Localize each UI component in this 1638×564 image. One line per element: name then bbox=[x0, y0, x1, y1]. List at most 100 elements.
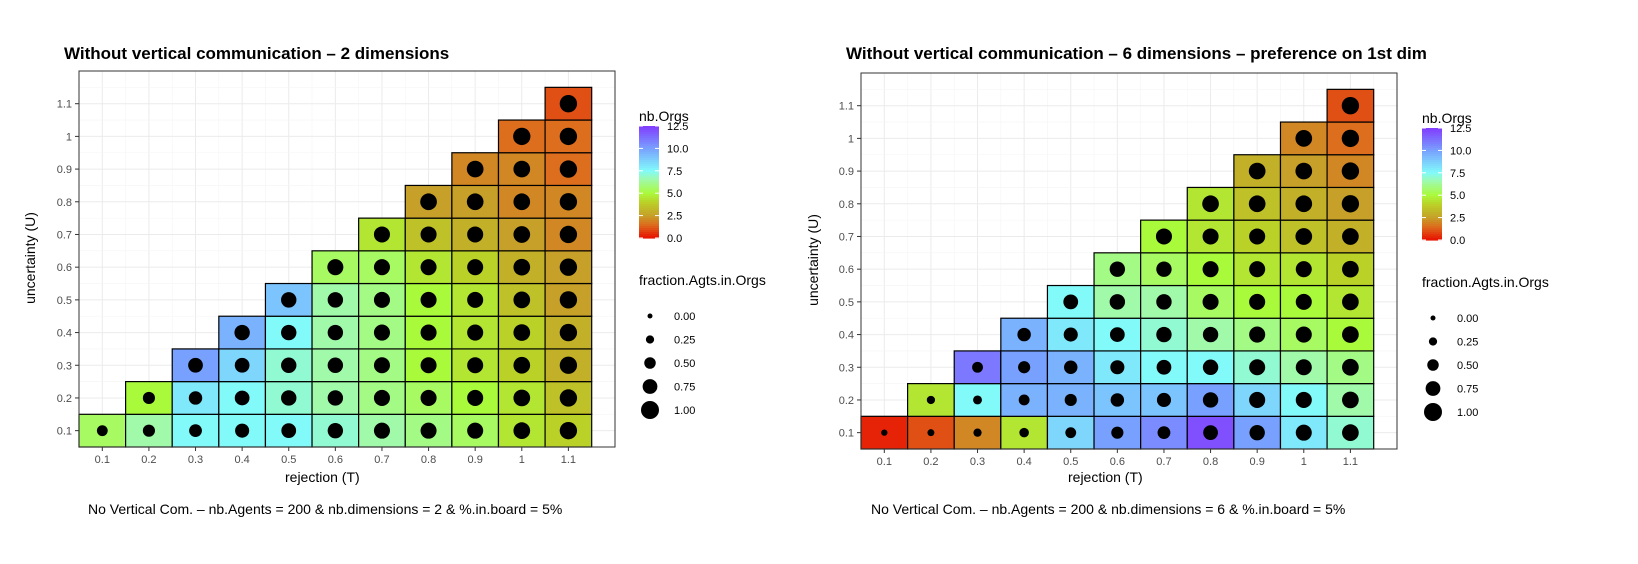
fraction-point bbox=[559, 95, 578, 113]
colorbar-segment bbox=[1422, 152, 1442, 155]
x-tick-label: 1.1 bbox=[1343, 456, 1358, 468]
colorbar-segment bbox=[1422, 186, 1442, 189]
chart-caption: No Vertical Com. – nb.Agents = 200 & nb.… bbox=[871, 501, 1346, 517]
fraction-point bbox=[1249, 228, 1266, 245]
colorbar-segment bbox=[1422, 160, 1442, 163]
colorbar-segment bbox=[639, 190, 659, 193]
colorbar-segment bbox=[1422, 144, 1442, 147]
colorbar-segment bbox=[639, 212, 659, 215]
x-tick-label: 0.4 bbox=[1016, 456, 1031, 468]
colorbar-segment bbox=[1422, 196, 1442, 199]
fraction-point bbox=[559, 421, 578, 440]
colorbar-segment bbox=[639, 138, 659, 141]
colorbar-segment bbox=[639, 180, 659, 183]
fraction-point bbox=[96, 425, 108, 437]
fraction-point bbox=[1109, 294, 1126, 310]
fraction-point bbox=[373, 324, 390, 341]
colorbar-tick-label: 5.0 bbox=[667, 188, 682, 200]
fraction-point bbox=[420, 324, 437, 341]
colorbar-segment bbox=[639, 200, 659, 203]
colorbar-segment bbox=[1422, 182, 1442, 185]
fraction-point bbox=[1295, 293, 1312, 310]
x-tick-label: 0.4 bbox=[234, 454, 249, 466]
fraction-point bbox=[513, 324, 531, 341]
colorbar-segment bbox=[1422, 192, 1442, 195]
colorbar-segment bbox=[639, 136, 659, 139]
colorbar-segment bbox=[639, 198, 659, 201]
fraction-point bbox=[1018, 394, 1030, 406]
colorbar-segment bbox=[1422, 188, 1442, 191]
colorbar-segment bbox=[1422, 210, 1442, 213]
colorbar-segment bbox=[639, 148, 659, 151]
colorbar-segment bbox=[639, 206, 659, 209]
size-legend-label: 0.25 bbox=[674, 335, 695, 347]
fraction-point bbox=[373, 389, 390, 406]
fraction-point bbox=[327, 357, 344, 373]
colorbar-segment bbox=[1422, 214, 1442, 217]
colorbar-segment bbox=[639, 140, 659, 143]
x-tick-label: 0.8 bbox=[1203, 456, 1218, 468]
fraction-point bbox=[420, 193, 437, 211]
y-tick-label: 0.3 bbox=[839, 362, 854, 374]
fraction-point bbox=[513, 422, 531, 440]
fraction-point bbox=[1342, 228, 1359, 245]
colorbar-segment bbox=[639, 222, 659, 225]
fraction-point bbox=[1155, 228, 1172, 245]
colorbar-segment bbox=[639, 192, 659, 195]
fraction-point bbox=[420, 259, 437, 276]
fraction-point bbox=[972, 361, 983, 373]
size-legend-key bbox=[641, 401, 659, 419]
colorbar-segment bbox=[1422, 154, 1442, 157]
colorbar-segment bbox=[1422, 172, 1442, 175]
fraction-point bbox=[973, 395, 982, 405]
colorbar-segment bbox=[639, 230, 659, 233]
colorbar-segment bbox=[639, 224, 659, 227]
fraction-point bbox=[420, 389, 437, 406]
fraction-point bbox=[1202, 293, 1219, 310]
fraction-point bbox=[466, 160, 484, 178]
y-tick-label: 0.2 bbox=[839, 395, 854, 407]
fraction-point bbox=[467, 259, 484, 276]
fraction-point bbox=[281, 423, 297, 439]
colorbar-segment bbox=[639, 132, 659, 135]
colorbar-segment bbox=[1422, 230, 1442, 233]
fraction-point bbox=[1248, 162, 1266, 180]
fraction-point bbox=[142, 391, 155, 405]
fraction-point bbox=[1342, 326, 1359, 343]
colorbar-segment bbox=[639, 164, 659, 167]
colorbar-segment bbox=[1422, 234, 1442, 237]
fraction-point bbox=[513, 291, 531, 309]
colorbar-segment bbox=[1422, 220, 1442, 223]
colorbar-segment bbox=[1422, 238, 1442, 241]
fraction-point bbox=[559, 323, 578, 342]
colorbar-segment bbox=[1422, 180, 1442, 183]
colorbar-segment bbox=[639, 204, 659, 207]
fraction-point bbox=[234, 324, 250, 341]
colorbar-segment bbox=[639, 128, 659, 131]
fraction-point bbox=[1202, 359, 1219, 375]
fraction-point bbox=[1202, 195, 1219, 213]
fraction-point bbox=[1064, 360, 1078, 374]
size-legend-label: 0.50 bbox=[1457, 360, 1478, 372]
size-legend-title: fraction.Agts.in.Orgs bbox=[639, 272, 766, 288]
colorbar-segment bbox=[639, 234, 659, 237]
colorbar-segment bbox=[639, 162, 659, 165]
fraction-point bbox=[142, 424, 155, 437]
fraction-point bbox=[513, 193, 531, 211]
colorbar-segment bbox=[639, 208, 659, 211]
fraction-point bbox=[1063, 294, 1079, 310]
fraction-point bbox=[1249, 261, 1266, 278]
fraction-point bbox=[1202, 326, 1219, 343]
x-tick-label: 0.1 bbox=[877, 456, 892, 468]
plot-border bbox=[860, 72, 1398, 450]
y-tick-label: 0.2 bbox=[57, 393, 72, 405]
size-legend-key bbox=[642, 379, 658, 394]
size-legend-key bbox=[647, 313, 653, 319]
fraction-point bbox=[281, 390, 297, 406]
fraction-point bbox=[559, 127, 578, 146]
fraction-point bbox=[420, 422, 437, 439]
fraction-point bbox=[1341, 129, 1360, 148]
colorbar-segment bbox=[1422, 134, 1442, 137]
fraction-point bbox=[1342, 391, 1359, 409]
y-tick-label: 0.7 bbox=[57, 229, 72, 241]
